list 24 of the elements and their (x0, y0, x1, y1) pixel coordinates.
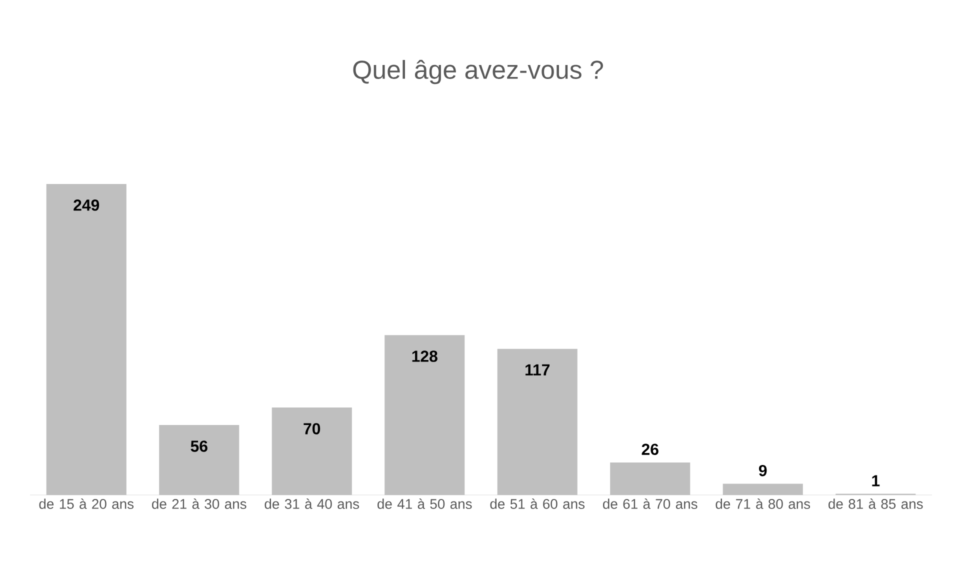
data-label: 70 (304, 423, 320, 434)
x-tick-label: de 15 à 20 ans (39, 498, 134, 509)
bar (610, 462, 690, 495)
data-label: 9 (758, 464, 767, 476)
bar (46, 184, 126, 495)
data-label: 128 (412, 350, 438, 362)
x-tick-label: de 51 à 60 ans (490, 498, 585, 509)
x-tick-label: de 21 à 30 ans (152, 498, 246, 509)
data-label: 1 (872, 475, 880, 486)
chart-title: Quel âge avez-vous ? (353, 60, 603, 84)
x-tick-label: de 31 à 40 ans (264, 498, 360, 509)
bar (722, 484, 803, 495)
bar (272, 408, 352, 495)
bar (497, 348, 578, 495)
x-tick-label: de 41 à 50 ans (378, 498, 472, 509)
x-tick-label: de 61 à 70 ans (603, 498, 698, 509)
bar (384, 335, 465, 495)
data-label: 26 (642, 444, 658, 455)
bar (159, 425, 240, 495)
x-tick-label: de 81 à 85 ans (828, 498, 923, 509)
data-label: 117 (526, 364, 550, 376)
data-label: 56 (190, 440, 208, 452)
data-label: 249 (74, 200, 100, 211)
x-tick-label: de 71 à 80 ans (716, 498, 810, 509)
